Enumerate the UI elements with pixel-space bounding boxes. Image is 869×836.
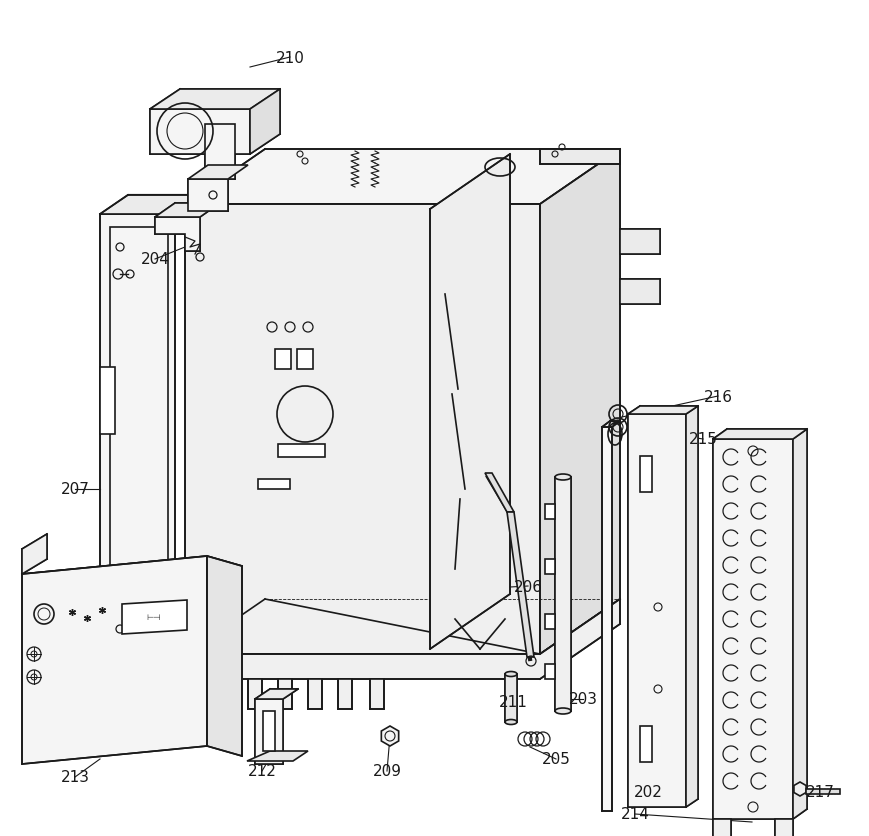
Ellipse shape — [504, 671, 516, 676]
Text: 204: 204 — [141, 252, 169, 268]
Polygon shape — [540, 150, 620, 165]
Polygon shape — [248, 679, 262, 709]
Polygon shape — [792, 430, 806, 819]
Polygon shape — [369, 679, 383, 709]
Polygon shape — [640, 726, 651, 762]
Ellipse shape — [504, 720, 516, 725]
Polygon shape — [188, 166, 248, 180]
Text: 203: 203 — [567, 691, 597, 706]
Polygon shape — [249, 90, 280, 155]
Polygon shape — [713, 430, 806, 440]
Polygon shape — [258, 479, 289, 489]
Polygon shape — [504, 674, 516, 722]
Text: 202: 202 — [633, 784, 661, 799]
Polygon shape — [22, 556, 242, 584]
Text: 206: 206 — [513, 579, 542, 594]
Polygon shape — [255, 699, 282, 764]
Polygon shape — [540, 150, 620, 655]
Polygon shape — [713, 440, 792, 819]
Polygon shape — [308, 679, 322, 709]
Polygon shape — [627, 415, 686, 807]
Text: 213: 213 — [61, 770, 90, 784]
Polygon shape — [544, 504, 554, 519]
Polygon shape — [429, 155, 509, 650]
Polygon shape — [793, 782, 806, 796]
Text: 211: 211 — [498, 695, 527, 710]
Polygon shape — [275, 349, 290, 370]
Polygon shape — [544, 665, 554, 679]
Polygon shape — [155, 204, 220, 217]
Polygon shape — [247, 751, 308, 761]
Polygon shape — [601, 427, 611, 811]
Text: 205: 205 — [541, 752, 570, 767]
Text: ⊢⊣: ⊢⊣ — [147, 613, 161, 622]
Polygon shape — [155, 217, 200, 252]
Polygon shape — [805, 789, 839, 794]
Polygon shape — [774, 819, 792, 836]
Polygon shape — [149, 90, 280, 110]
Polygon shape — [185, 205, 540, 655]
Ellipse shape — [554, 475, 570, 481]
Polygon shape — [215, 679, 229, 709]
Polygon shape — [686, 406, 697, 807]
Polygon shape — [278, 445, 325, 457]
Polygon shape — [627, 406, 697, 415]
Text: 214: 214 — [620, 807, 648, 822]
Text: 209: 209 — [372, 763, 401, 778]
Polygon shape — [507, 512, 534, 657]
Polygon shape — [544, 614, 554, 630]
Polygon shape — [22, 534, 47, 574]
Polygon shape — [620, 230, 660, 255]
Polygon shape — [601, 421, 620, 427]
Polygon shape — [207, 556, 242, 756]
Polygon shape — [22, 556, 207, 764]
Polygon shape — [100, 196, 202, 215]
Polygon shape — [640, 456, 651, 492]
Ellipse shape — [554, 708, 570, 714]
Polygon shape — [544, 559, 554, 574]
Polygon shape — [262, 711, 275, 751]
Polygon shape — [278, 679, 292, 709]
Polygon shape — [713, 819, 730, 836]
Text: 217: 217 — [805, 784, 833, 799]
Polygon shape — [100, 215, 175, 647]
Polygon shape — [381, 726, 398, 746]
Polygon shape — [296, 349, 313, 370]
Text: 210: 210 — [275, 50, 304, 65]
Polygon shape — [205, 125, 235, 180]
Polygon shape — [100, 368, 115, 435]
Polygon shape — [180, 599, 620, 679]
Polygon shape — [554, 477, 570, 711]
Polygon shape — [620, 280, 660, 304]
Polygon shape — [185, 150, 620, 205]
Text: 216: 216 — [703, 389, 732, 404]
Text: 207: 207 — [61, 482, 90, 497]
Polygon shape — [484, 473, 514, 512]
Polygon shape — [338, 679, 352, 709]
Polygon shape — [122, 600, 187, 635]
Polygon shape — [188, 180, 228, 212]
Polygon shape — [149, 110, 249, 155]
Text: 215: 215 — [687, 432, 717, 447]
Text: 212: 212 — [248, 763, 276, 778]
Polygon shape — [255, 689, 298, 699]
